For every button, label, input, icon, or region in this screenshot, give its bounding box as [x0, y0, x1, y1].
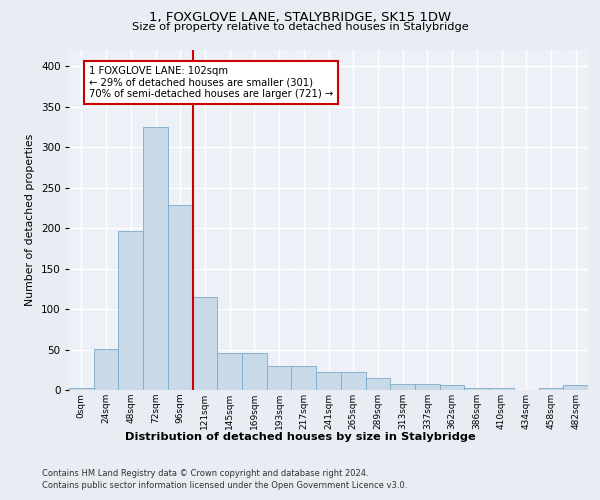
Text: Distribution of detached houses by size in Stalybridge: Distribution of detached houses by size …: [125, 432, 475, 442]
Bar: [193, 297, 217, 390]
Bar: [267, 366, 292, 390]
Bar: [118, 230, 143, 390]
Bar: [94, 348, 118, 390]
Bar: [365, 378, 390, 390]
Bar: [440, 385, 464, 390]
Bar: [143, 127, 168, 390]
Bar: [539, 388, 563, 390]
Y-axis label: Number of detached properties: Number of detached properties: [25, 134, 35, 306]
Text: Contains public sector information licensed under the Open Government Licence v3: Contains public sector information licen…: [42, 480, 407, 490]
Bar: [563, 385, 588, 390]
Text: Size of property relative to detached houses in Stalybridge: Size of property relative to detached ho…: [131, 22, 469, 32]
Text: 1, FOXGLOVE LANE, STALYBRIDGE, SK15 1DW: 1, FOXGLOVE LANE, STALYBRIDGE, SK15 1DW: [149, 11, 451, 24]
Bar: [316, 372, 341, 390]
Bar: [217, 353, 242, 390]
Bar: [390, 384, 415, 390]
Bar: [168, 204, 193, 390]
Bar: [341, 372, 365, 390]
Bar: [242, 353, 267, 390]
Bar: [489, 388, 514, 390]
Text: Contains HM Land Registry data © Crown copyright and database right 2024.: Contains HM Land Registry data © Crown c…: [42, 470, 368, 478]
Bar: [464, 388, 489, 390]
Bar: [415, 384, 440, 390]
Text: 1 FOXGLOVE LANE: 102sqm
← 29% of detached houses are smaller (301)
70% of semi-d: 1 FOXGLOVE LANE: 102sqm ← 29% of detache…: [89, 66, 333, 100]
Bar: [292, 366, 316, 390]
Bar: [69, 388, 94, 390]
